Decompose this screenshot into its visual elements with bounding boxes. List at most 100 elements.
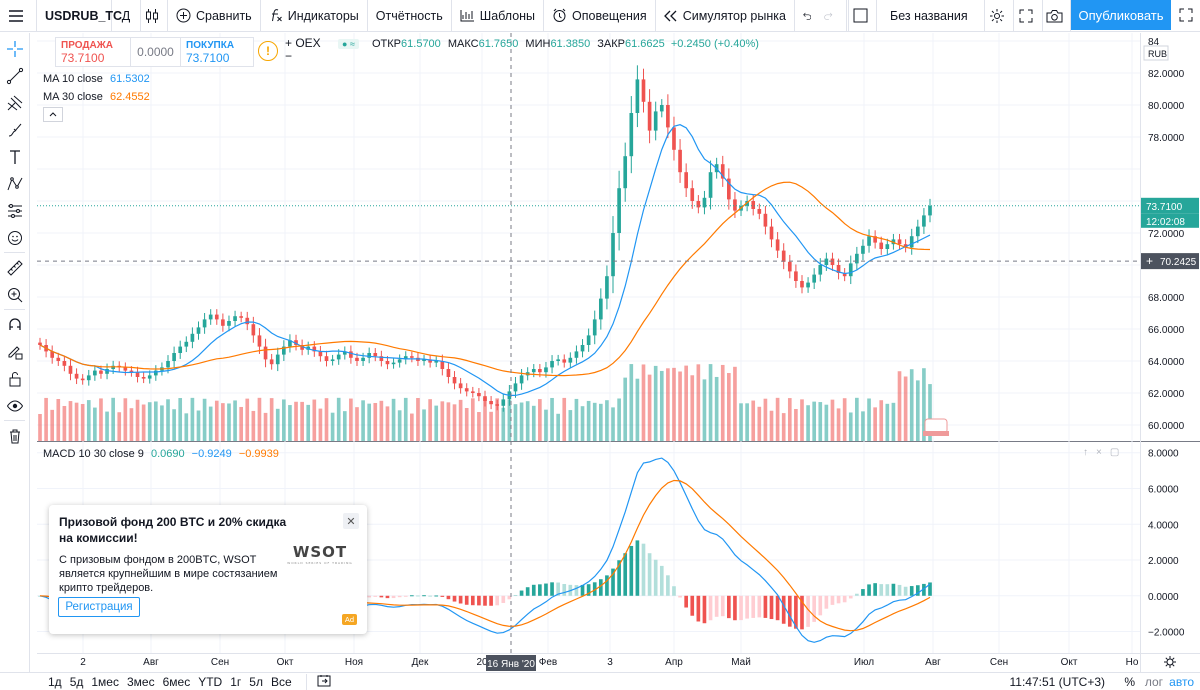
pitchfork-tool[interactable] — [0, 89, 30, 116]
candle-body — [678, 149, 682, 173]
volume-bar — [873, 407, 877, 441]
measure-tool[interactable] — [0, 254, 30, 281]
text-tool[interactable] — [0, 143, 30, 170]
range-6m[interactable]: 6мес — [162, 674, 191, 689]
symbol-search[interactable]: USDRUB_TC — [37, 0, 122, 32]
alerts-button[interactable]: Оповещения — [544, 0, 656, 32]
candle-body — [903, 244, 908, 248]
sell-button[interactable]: ПРОДАЖА 73.7100 — [55, 37, 131, 67]
volume-bar — [141, 404, 146, 441]
clock-timezone[interactable]: 11:47:51 (UTC+3) — [1009, 675, 1106, 689]
ma10-legend[interactable]: MA 10 close 61.5302 — [43, 73, 150, 85]
volume-bar — [787, 398, 792, 441]
time-tick-label: Ноя — [345, 657, 363, 668]
auto-scale-toggle[interactable]: авто — [1169, 675, 1194, 689]
range-ytd[interactable]: YTD — [198, 674, 223, 689]
pane-up-icon[interactable]: ↑ — [1083, 447, 1096, 458]
log-scale-toggle[interactable]: лог — [1144, 675, 1163, 689]
range-1d[interactable]: 1д — [48, 674, 62, 689]
range-3m[interactable]: 3мес — [126, 674, 155, 689]
buy-button[interactable]: ПОКУПКА 73.7100 — [180, 37, 254, 67]
lock-drawings-tool[interactable] — [0, 365, 30, 392]
redo-icon[interactable] — [824, 10, 833, 22]
macd-histogram-bar — [373, 595, 378, 597]
volume-bar — [117, 412, 122, 441]
range-5y[interactable]: 5л — [249, 674, 263, 689]
candle-body — [141, 377, 146, 379]
macd-histogram-bar — [867, 584, 871, 596]
range-5d[interactable]: 5д — [69, 674, 84, 689]
volume-bar — [690, 375, 695, 441]
financials-button[interactable]: Отчётность — [368, 0, 452, 32]
layout-select-button[interactable] — [849, 0, 877, 32]
ma30-label: MA 30 close — [43, 91, 103, 103]
exclamation-icon[interactable]: ! — [258, 41, 278, 61]
candle-body — [690, 188, 695, 201]
compare-button[interactable]: Сравнить — [168, 0, 261, 32]
maximize-button[interactable] — [1171, 0, 1200, 30]
alarm-clock-icon — [553, 8, 566, 22]
candle-body — [38, 342, 42, 345]
range-1m[interactable]: 1мес — [91, 674, 119, 689]
candle-body — [300, 345, 304, 350]
fullscreen-chart-button[interactable] — [1014, 0, 1043, 32]
templates-button[interactable]: Шаблоны — [452, 0, 545, 32]
menu-button[interactable] — [0, 0, 37, 32]
candle-body — [385, 361, 390, 365]
publish-button[interactable]: Опубликовать — [1071, 0, 1171, 30]
volume-bar — [501, 407, 506, 441]
trend-line-icon — [6, 67, 24, 84]
layout-name-button[interactable]: Без названия — [877, 0, 985, 32]
promo-logo: WSOT WORLD SERIES OF TRADING — [286, 543, 354, 565]
macd-line-value: −0.9249 — [191, 448, 232, 460]
macd-histogram-bar — [544, 583, 548, 596]
goto-date-button[interactable] — [305, 673, 331, 690]
volume-bar — [903, 376, 908, 441]
pattern-tool[interactable] — [0, 170, 30, 197]
screenshot-button[interactable] — [1043, 0, 1071, 32]
crosshair-tool[interactable] — [0, 35, 30, 62]
register-button[interactable]: Регистрация — [58, 597, 140, 617]
bar-replay-button[interactable]: Симулятор рынка — [656, 0, 795, 32]
candle-body — [720, 164, 725, 179]
ma30-legend[interactable]: MA 30 close 62.4552 — [43, 91, 150, 103]
hide-drawings-tool[interactable] — [0, 392, 30, 419]
volume-bar — [928, 384, 932, 441]
range-1y[interactable]: 1г — [230, 674, 242, 689]
candle-body — [202, 319, 207, 328]
candle-body — [848, 263, 853, 277]
settings-button[interactable] — [985, 0, 1014, 32]
interval-button[interactable]: Д — [112, 0, 141, 32]
macd-histogram-bar — [653, 559, 658, 596]
collapse-legend-button[interactable] — [43, 107, 63, 122]
compare-symbol-legend[interactable]: + OEX ● ≈ − — [285, 36, 359, 62]
macd-histogram-bar — [739, 595, 743, 621]
close-icon[interactable]: ✕ — [343, 513, 359, 529]
magnet-tool[interactable] — [0, 311, 30, 338]
ma30-value: 62.4552 — [109, 91, 150, 103]
remove-drawings-tool[interactable] — [0, 422, 30, 449]
volume-bar — [611, 407, 615, 441]
macd-legend[interactable]: MACD 10 30 close 9 0.0690 −0.9249 −0.993… — [43, 448, 279, 460]
stay-in-drawing-tool[interactable] — [0, 338, 30, 365]
undo-icon[interactable] — [803, 10, 812, 22]
percent-scale-toggle[interactable]: % — [1124, 675, 1135, 689]
icon-tool[interactable] — [0, 224, 30, 251]
brush-tool[interactable] — [0, 116, 30, 143]
price-tick-label: 68.0000 — [1148, 293, 1185, 304]
range-all[interactable]: Все — [270, 674, 292, 689]
pane-maximize-icon[interactable]: ▢ — [1109, 447, 1128, 458]
chart-style-button[interactable] — [141, 0, 168, 32]
zoom-tool[interactable] — [0, 281, 30, 308]
indicators-button[interactable]: Индикаторы — [261, 0, 368, 32]
candle-body — [659, 105, 664, 112]
time-tick-label: Апр — [665, 657, 683, 668]
compare-remove-button[interactable]: − — [285, 49, 293, 63]
trend-line-tool[interactable] — [0, 62, 30, 89]
macd-histogram-bar — [915, 585, 920, 596]
candle-body — [233, 316, 237, 321]
prediction-tool[interactable] — [0, 197, 30, 224]
volume-bar — [99, 398, 103, 441]
candle-body — [538, 369, 542, 373]
pane-close-icon[interactable]: × — [1096, 447, 1110, 458]
